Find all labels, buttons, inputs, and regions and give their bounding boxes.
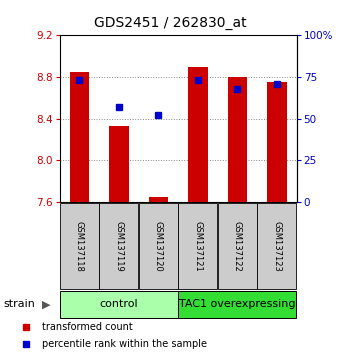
Text: strain: strain [3,299,35,309]
Bar [60,202,99,290]
Text: GDS2451 / 262830_at: GDS2451 / 262830_at [94,16,247,30]
Text: GSM137120: GSM137120 [154,221,163,272]
Bar [149,196,168,202]
Text: GSM137123: GSM137123 [272,221,281,272]
Text: TAC1 overexpressing: TAC1 overexpressing [179,299,296,309]
Bar [227,77,247,202]
Text: GSM137118: GSM137118 [75,221,84,272]
Bar [267,82,287,202]
Text: GSM137119: GSM137119 [115,221,123,272]
Bar [99,202,138,290]
Bar [178,202,218,290]
Bar [178,291,296,318]
Bar [109,126,129,202]
Bar [218,202,257,290]
Bar [257,202,296,290]
Bar [70,72,89,202]
Text: GSM137121: GSM137121 [193,221,203,272]
Bar [60,291,178,318]
Bar [139,202,178,290]
Text: transformed count: transformed count [42,321,133,332]
Bar [188,67,208,202]
Text: percentile rank within the sample: percentile rank within the sample [42,339,207,349]
Text: GSM137122: GSM137122 [233,221,242,272]
Text: ▶: ▶ [42,299,50,309]
Text: control: control [100,299,138,309]
